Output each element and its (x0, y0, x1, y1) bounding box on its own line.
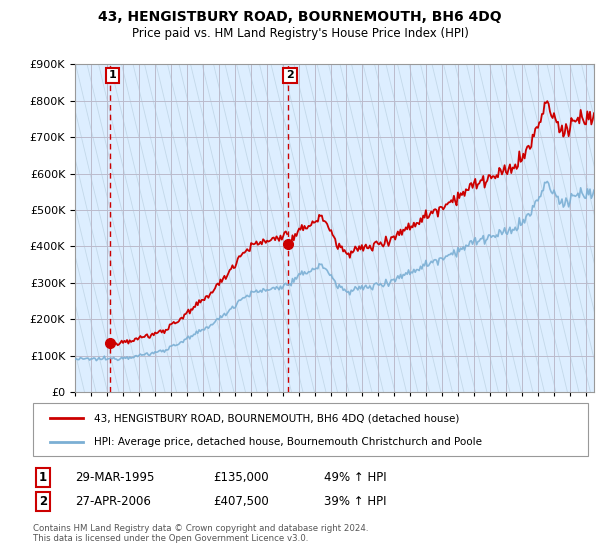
Text: 49% ↑ HPI: 49% ↑ HPI (324, 470, 386, 484)
Text: 43, HENGISTBURY ROAD, BOURNEMOUTH, BH6 4DQ (detached house): 43, HENGISTBURY ROAD, BOURNEMOUTH, BH6 4… (94, 413, 460, 423)
Text: 39% ↑ HPI: 39% ↑ HPI (324, 494, 386, 508)
Text: 1: 1 (109, 71, 117, 80)
FancyBboxPatch shape (33, 403, 588, 456)
Text: 2: 2 (286, 71, 294, 80)
Text: 1: 1 (39, 470, 47, 484)
Text: Contains HM Land Registry data © Crown copyright and database right 2024.
This d: Contains HM Land Registry data © Crown c… (33, 524, 368, 543)
Text: £135,000: £135,000 (213, 470, 269, 484)
Text: Price paid vs. HM Land Registry's House Price Index (HPI): Price paid vs. HM Land Registry's House … (131, 27, 469, 40)
Text: 2: 2 (39, 494, 47, 508)
Text: 27-APR-2006: 27-APR-2006 (75, 494, 151, 508)
Text: 43, HENGISTBURY ROAD, BOURNEMOUTH, BH6 4DQ: 43, HENGISTBURY ROAD, BOURNEMOUTH, BH6 4… (98, 10, 502, 24)
Text: HPI: Average price, detached house, Bournemouth Christchurch and Poole: HPI: Average price, detached house, Bour… (94, 436, 482, 446)
Text: £407,500: £407,500 (213, 494, 269, 508)
Text: 29-MAR-1995: 29-MAR-1995 (75, 470, 154, 484)
